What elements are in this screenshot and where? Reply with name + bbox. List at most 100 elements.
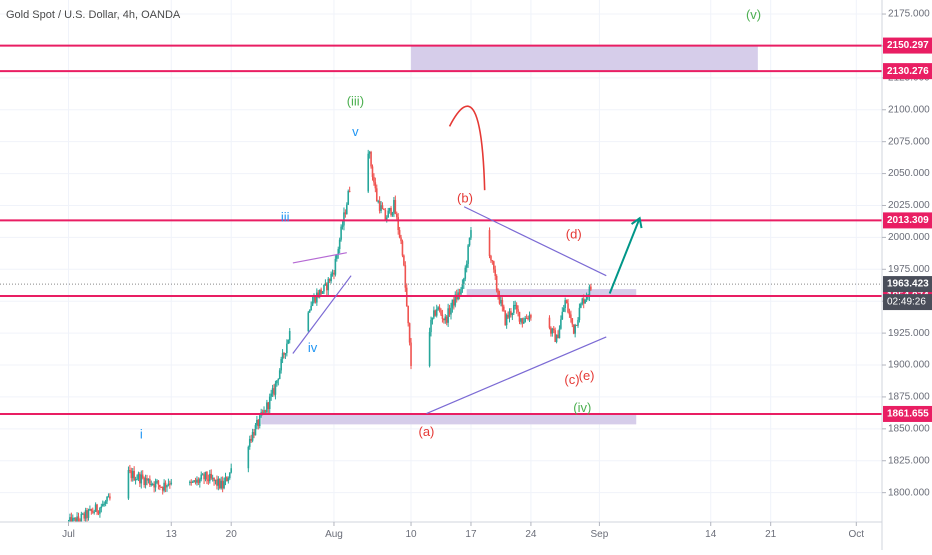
- candle-body: [201, 474, 204, 476]
- candle-body: [137, 473, 140, 479]
- candle-body: [278, 370, 281, 379]
- candle-body: [391, 212, 394, 216]
- candle-body: [100, 506, 103, 509]
- candle-body: [324, 283, 327, 285]
- candle-body: [565, 300, 568, 304]
- candle-body: [343, 212, 345, 226]
- trendline: [463, 206, 607, 277]
- candle-body: [86, 510, 88, 518]
- candle-body: [164, 482, 167, 488]
- candle-body: [140, 474, 143, 484]
- candle-body: [528, 315, 531, 320]
- candle-body: [408, 323, 411, 343]
- projection-arrow-head: [630, 216, 643, 229]
- wave-label: iii: [281, 210, 290, 225]
- time-tick-label: Oct: [849, 529, 865, 540]
- time-tick-label: 21: [765, 529, 777, 540]
- candle-body: [76, 516, 78, 522]
- candle-body: [91, 511, 94, 513]
- candle-body: [570, 314, 572, 319]
- candle-body: [71, 518, 74, 522]
- candle-body: [381, 205, 384, 210]
- candle-body: [157, 480, 160, 485]
- candle-body: [370, 151, 372, 167]
- candle-body: [521, 318, 524, 324]
- candle-body: [156, 480, 158, 482]
- candle-body: [80, 513, 83, 522]
- candle-body: [530, 315, 532, 318]
- candle-body: [504, 310, 507, 326]
- candle-body: [388, 207, 391, 211]
- candle-body: [433, 310, 435, 318]
- candle-body: [514, 304, 517, 306]
- candle-body: [218, 478, 221, 489]
- candle-body: [580, 303, 582, 308]
- candle-body: [196, 479, 198, 483]
- candle-body: [564, 300, 566, 308]
- candle-body: [341, 225, 344, 227]
- candle-body: [374, 182, 377, 189]
- candle-body: [134, 479, 137, 481]
- candle-body: [169, 483, 171, 485]
- wave-label: (e): [579, 368, 595, 383]
- candle-body: [271, 388, 274, 394]
- candle-body: [450, 307, 452, 315]
- candle-body: [270, 393, 272, 397]
- countdown-tag: 02:49:26: [887, 297, 926, 308]
- time-tick-label: Aug: [325, 529, 343, 540]
- candle-body: [434, 310, 437, 316]
- candle-body: [410, 342, 412, 366]
- level-price-tag-bg: [883, 37, 932, 54]
- wave-label: iv: [308, 340, 318, 355]
- price-tick-label: 1825.000: [888, 455, 930, 466]
- candle-body: [310, 305, 312, 311]
- candle-body: [274, 383, 277, 395]
- price-tick-label: 1800.000: [888, 487, 930, 498]
- candle-body: [74, 518, 77, 522]
- candle-body: [227, 478, 230, 482]
- candle-body: [83, 513, 86, 519]
- candle-body: [400, 237, 402, 242]
- candle-body: [338, 239, 341, 250]
- candle-body: [147, 478, 150, 481]
- candle-body: [321, 291, 324, 294]
- candle-body: [438, 307, 441, 311]
- candle-body: [394, 200, 397, 214]
- time-tick-label: 13: [166, 529, 178, 540]
- candle-body: [554, 330, 556, 342]
- candle-body: [109, 496, 111, 499]
- level-price-tag-bg: [883, 63, 932, 80]
- candle-body: [146, 478, 148, 481]
- candle-body: [552, 328, 555, 331]
- candle-body: [106, 497, 108, 502]
- candle-body: [581, 298, 584, 304]
- candle-body: [90, 509, 93, 512]
- candle-body: [273, 388, 275, 395]
- candle-body: [193, 480, 195, 482]
- price-tick-label: 1975.000: [888, 264, 930, 275]
- candle-body: [247, 446, 250, 469]
- candle-body: [220, 480, 223, 489]
- candle-body: [333, 272, 335, 275]
- candle-body: [510, 311, 512, 316]
- candle-body: [73, 518, 76, 520]
- candle-body: [197, 479, 200, 483]
- candle-body: [69, 517, 71, 522]
- candle-body: [407, 306, 409, 324]
- time-tick-label: Jul: [62, 529, 75, 540]
- candle-body: [288, 331, 291, 341]
- candle-body: [463, 278, 465, 284]
- candle-body: [522, 321, 525, 324]
- candle-body: [378, 201, 381, 211]
- candle-body: [431, 317, 434, 320]
- candle-body: [334, 258, 337, 275]
- candle-body: [574, 324, 576, 334]
- candle-body: [578, 307, 581, 321]
- candle-body: [224, 476, 227, 482]
- candle-body: [280, 359, 282, 371]
- candle-body: [129, 470, 131, 472]
- candle-body: [94, 504, 97, 512]
- candle-body: [286, 343, 288, 354]
